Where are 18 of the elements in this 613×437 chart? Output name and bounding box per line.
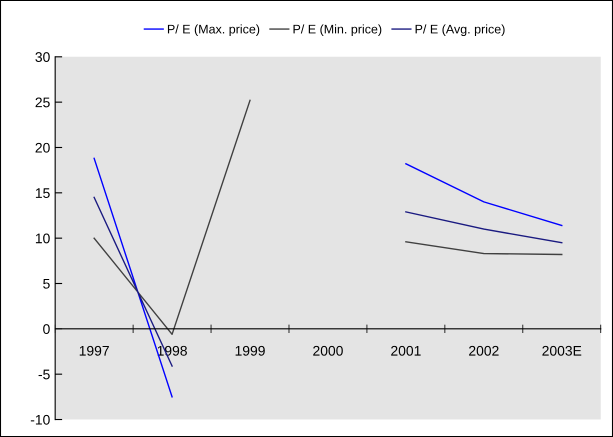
y-tick-label: 20 [36,142,50,153]
x-tick-label: 2003E [542,346,582,356]
legend-label: P/ E (Min. price) [294,24,382,36]
y-tick-label: 10 [36,234,50,244]
y-tick-label: 15 [36,188,50,198]
x-tick-label: 2000 [313,346,343,356]
x-tick-label: 2002 [469,346,499,356]
y-tick-label: 5 [43,278,50,289]
y-tick-label: 0 [43,324,50,334]
y-tick-label: -10 [30,414,50,425]
legend-label: P/ E (Avg. price) [416,24,505,36]
x-tick-label: 1997 [80,346,109,356]
y-tick-label: 30 [35,52,50,62]
x-tick-label: 2001 [391,346,421,356]
y-tick-label: 25 [36,97,50,108]
y-tick-label: -5 [38,370,50,380]
x-tick-label: 1999 [236,346,265,356]
legend-label: P/ E (Max. price) [168,24,260,36]
